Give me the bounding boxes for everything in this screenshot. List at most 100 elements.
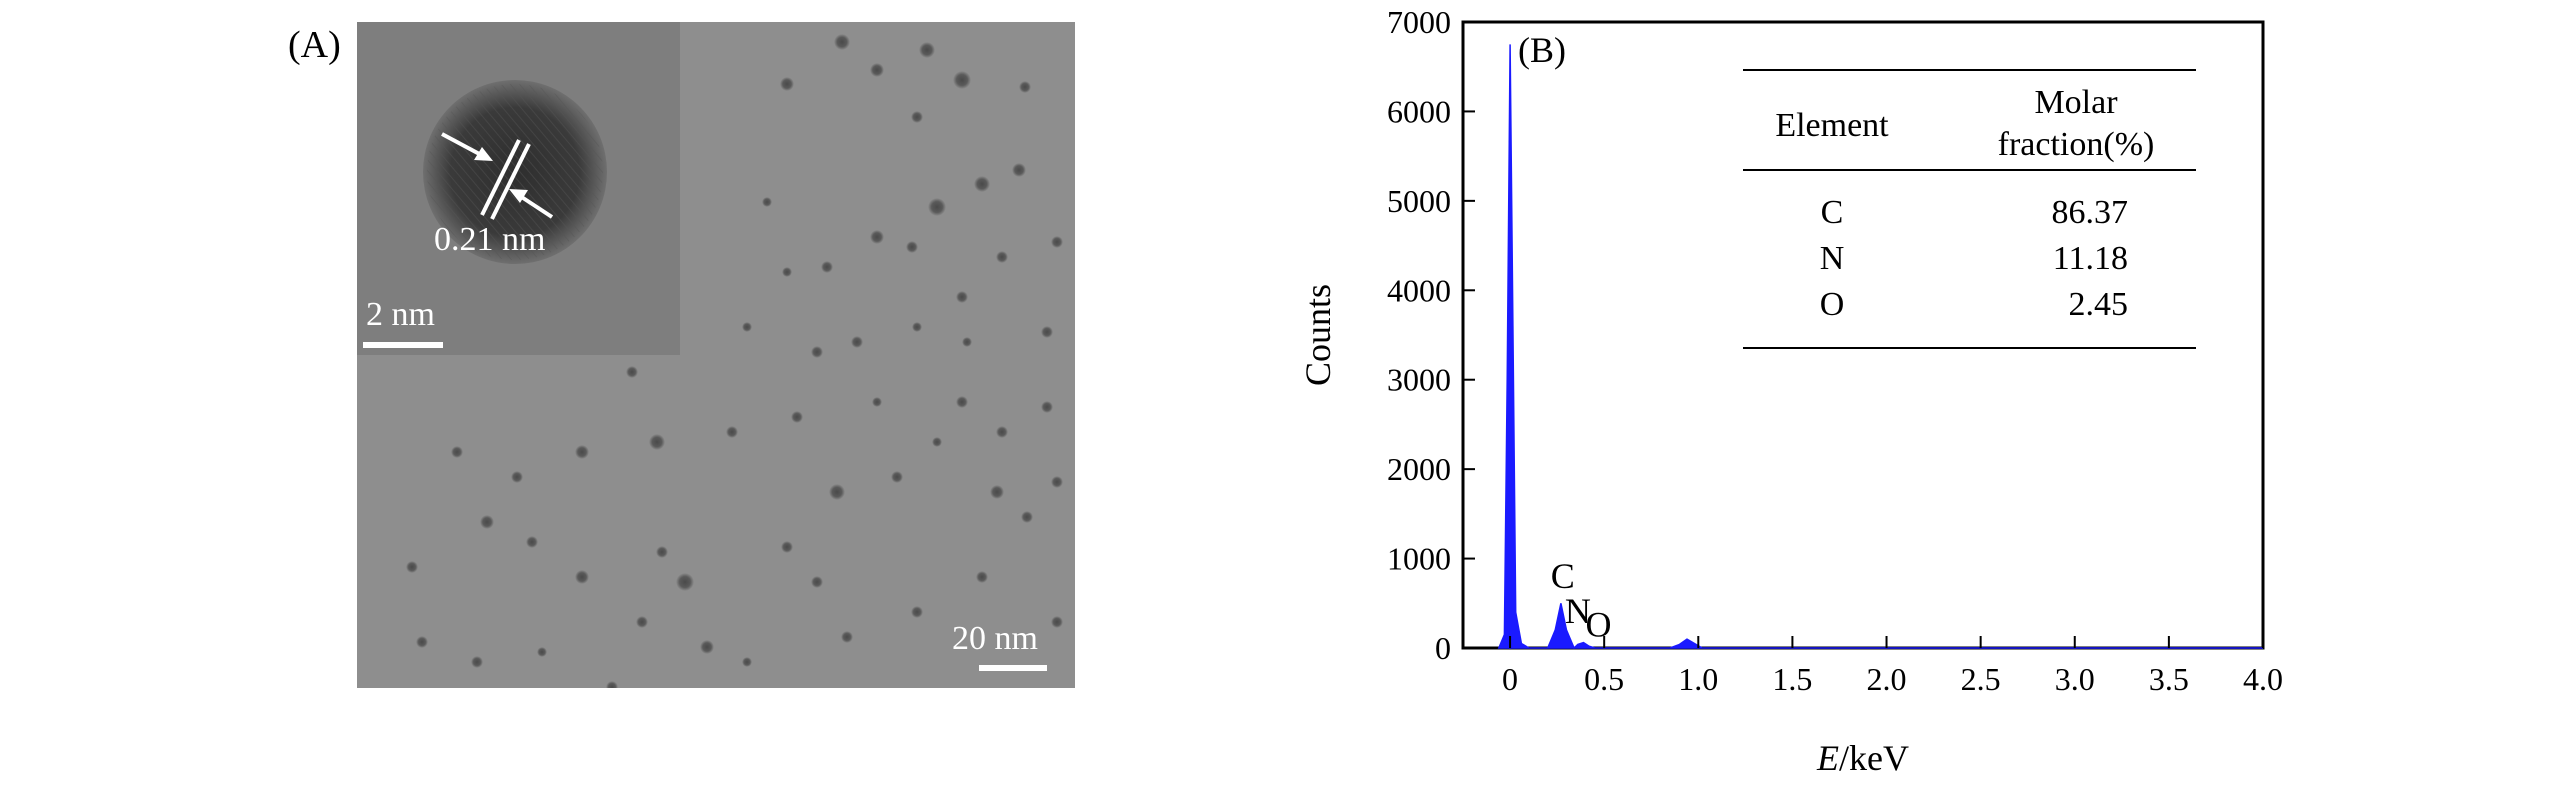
nanoparticle-dot (928, 198, 946, 216)
nanoparticle-dot (821, 261, 833, 273)
x-tick-label: 4.0 (2243, 661, 2283, 697)
composition-table: Element Molar fraction(%) C 86.37 N 11.18 O 2… (1743, 69, 2196, 349)
nanoparticle-dot (1051, 476, 1063, 488)
nanoparticle-dot (912, 322, 922, 332)
table-cell-element: C (1821, 194, 1844, 231)
y-tick-label: 6000 (1387, 93, 1451, 129)
y-tick-label: 1000 (1387, 541, 1451, 577)
nanoparticle-dot (406, 561, 418, 573)
nanoparticle-dot (962, 337, 972, 347)
nanoparticle-dot (762, 197, 772, 207)
nanoparticle-dot (575, 445, 589, 459)
nanoparticle-dot (649, 434, 665, 450)
panel-b-label: (B) (1518, 30, 1566, 70)
nanoparticle-dot (834, 34, 850, 50)
nanoparticle-dot (829, 484, 845, 500)
arrow-left-head (474, 147, 493, 161)
nanoparticle-dot (575, 570, 589, 584)
nanoparticle-dot (636, 616, 648, 628)
nanoparticle-dot (974, 176, 990, 192)
table-header-molar: Molar (2034, 84, 2118, 121)
eds-spectrum-series (1497, 44, 2263, 650)
x-axis-label: E/keV (1816, 738, 1909, 778)
arrow-left-shaft (441, 132, 486, 159)
nanoparticle-dot (911, 606, 923, 618)
nanoparticle-dot (841, 631, 853, 643)
y-tick-label: 3000 (1387, 362, 1451, 398)
x-tick-label: 3.0 (2055, 661, 2095, 697)
nanoparticle-dot (726, 426, 738, 438)
nanoparticle-dot (919, 42, 935, 58)
table-rows: C 86.37 N 11.18 O 2.45 (1820, 194, 2128, 323)
y-tick-label: 2000 (1387, 451, 1451, 487)
lattice-line-2 (490, 143, 531, 220)
nanoparticle-dot (451, 446, 463, 458)
nanoparticle-dot (996, 426, 1008, 438)
lattice-spacing-label: 0.21 nm (434, 221, 546, 258)
main-scalebar-label: 20 nm (952, 620, 1038, 657)
nanoparticle-dots (406, 34, 1063, 688)
table-cell-element: N (1820, 240, 1845, 277)
nanoparticle-dot (976, 571, 988, 583)
x-axis-label-unit: /keV (1839, 738, 1909, 778)
table-header-fraction: fraction(%) (1998, 126, 2155, 163)
nanoparticle-dot (1041, 326, 1053, 338)
tem-micrograph: 0.21 nm 2 nm 20 nm (357, 22, 1075, 688)
nanoparticle-dot (956, 396, 968, 408)
nanoparticle-dot (956, 291, 968, 303)
table-cell-fraction: 2.45 (2069, 286, 2129, 323)
nanoparticle-dot (537, 647, 547, 657)
x-tick-label: 2.5 (1961, 661, 2001, 697)
nanoparticle-dot (870, 63, 884, 77)
x-tick-label: 1.0 (1678, 661, 1718, 697)
x-tick-label: 1.5 (1772, 661, 1812, 697)
nanoparticle-dot (911, 111, 923, 123)
nanoparticle-dot (996, 251, 1008, 263)
nanoparticle-dot (791, 411, 803, 423)
nanoparticle-dot (1051, 616, 1063, 628)
table-header-element: Element (1775, 107, 1889, 144)
nanoparticle-dot (742, 657, 752, 667)
y-tick-label: 0 (1435, 630, 1451, 666)
y-tick-label: 7000 (1387, 4, 1451, 40)
x-tick-label: 0.5 (1584, 661, 1624, 697)
nanoparticle-dot (676, 573, 694, 591)
x-tick-label: 3.5 (2149, 661, 2189, 697)
x-tick-label: 0 (1502, 661, 1518, 697)
nanoparticle-dot (872, 397, 882, 407)
peak-label: O (1586, 604, 1612, 644)
nanoparticle-dot (606, 681, 618, 688)
lattice-line-1 (480, 139, 521, 216)
nanoparticle-dot (626, 366, 638, 378)
nanoparticle-dot (471, 656, 483, 668)
nanoparticle-dot (656, 546, 668, 558)
peak-label: C (1551, 556, 1575, 596)
ticks-layer: 0 0.5 1.0 1.5 2.0 2.5 3.0 3.5 4.0 0 1000 2000 3000 40… (1387, 4, 2283, 697)
nanoparticle-dot (990, 485, 1004, 499)
inset-scalebar-label: 2 nm (366, 296, 435, 333)
x-tick-label: 2.0 (1867, 661, 1907, 697)
nanoparticle-dot (1012, 163, 1026, 177)
nanoparticle-dot (782, 267, 792, 277)
table-cell-element: O (1820, 286, 1845, 323)
nanoparticle-dot (851, 336, 863, 348)
nanoparticle-dot (700, 640, 714, 654)
nanoparticle-dot (1041, 401, 1053, 413)
nanoparticle-dot (1019, 81, 1031, 93)
nanoparticle-dot (511, 471, 523, 483)
nanoparticle-dot (870, 230, 884, 244)
y-tick-label: 5000 (1387, 183, 1451, 219)
nanoparticle-dot (811, 576, 823, 588)
nanoparticle-dot (742, 322, 752, 332)
nanoparticle-dot (526, 536, 538, 548)
nanoparticle-dot (932, 437, 942, 447)
nanoparticle-dot (416, 636, 428, 648)
x-axis-label-var: E (1816, 738, 1839, 778)
table-cell-fraction: 86.37 (2052, 194, 2129, 231)
nanoparticle-dot (780, 77, 794, 91)
peak-label: N (1565, 591, 1591, 631)
nanoparticle-dot (1051, 236, 1063, 248)
tem-image (357, 22, 1063, 688)
table-cell-fraction: 11.18 (2053, 240, 2128, 277)
